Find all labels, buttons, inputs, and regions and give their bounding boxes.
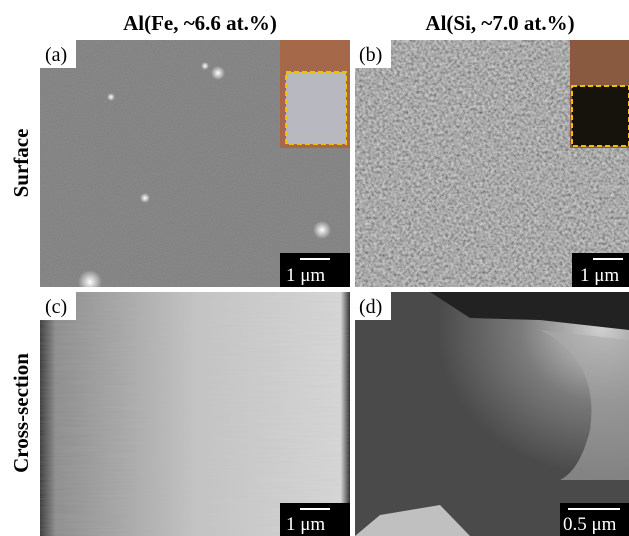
row-label: Surface — [9, 129, 33, 198]
panel-label: (b) — [359, 44, 382, 66]
panel-label: (a) — [45, 44, 67, 66]
scale-bar-label: 0.5 μm — [563, 514, 617, 535]
image-panel — [355, 40, 629, 287]
image-panel — [355, 292, 629, 536]
panel-label: (c) — [45, 296, 67, 318]
scale-bar-label: 1 μm — [286, 514, 325, 535]
column-title: Al(Si, ~7.0 at.%) — [425, 11, 574, 35]
image-panel — [40, 292, 350, 536]
scale-bar-label: 1 μm — [286, 265, 325, 286]
image-panel — [40, 40, 350, 294]
figure: Al(Fe, ~6.6 at.%) Al(Si, ~7.0 at.%) Surf… — [0, 0, 629, 536]
row-label: Cross-section — [9, 353, 33, 473]
panel-label: (d) — [359, 296, 382, 318]
scale-bar-label: 1 μm — [580, 265, 619, 286]
column-title: Al(Fe, ~6.6 at.%) — [123, 11, 277, 35]
